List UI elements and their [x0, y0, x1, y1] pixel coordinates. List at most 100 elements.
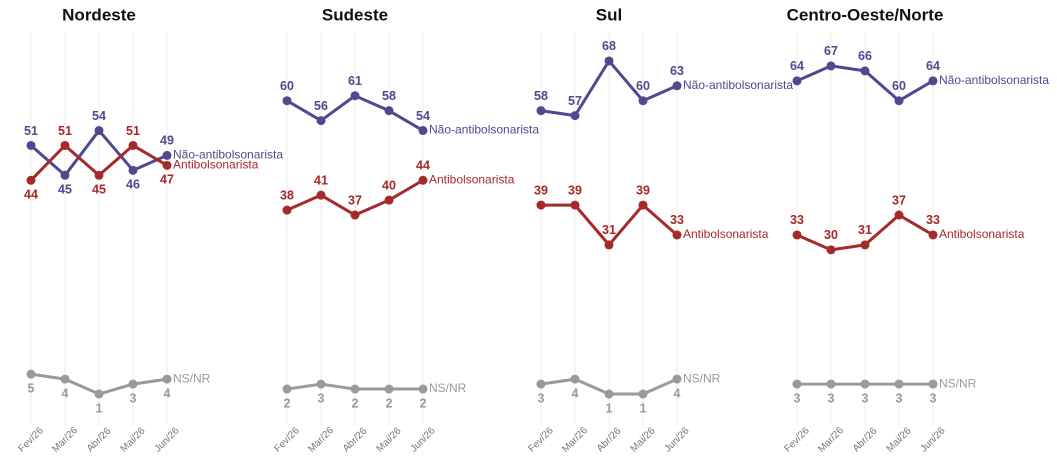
point [60, 140, 70, 150]
point [570, 374, 580, 384]
point [894, 210, 904, 220]
point [672, 81, 682, 91]
x-tick-label: Mai/26 [119, 425, 148, 454]
x-tick-label: Jun/26 [153, 425, 182, 454]
point [282, 96, 292, 106]
point [94, 126, 104, 136]
value-label: 1 [96, 401, 103, 415]
x-tick-label: Jun/26 [663, 425, 692, 454]
value-label: 63 [670, 64, 684, 78]
value-label: 51 [24, 124, 38, 138]
point [60, 170, 70, 180]
x-tick-label: Mar/26 [560, 425, 590, 455]
panel-title: Sudeste [322, 5, 388, 24]
series-label: Não-antibolsonarista [683, 78, 793, 92]
point [26, 175, 36, 185]
point [672, 374, 682, 384]
x-tick-label: Mar/26 [50, 425, 80, 455]
value-label: 39 [568, 183, 582, 197]
value-label: 2 [386, 396, 393, 410]
point [384, 384, 394, 394]
point [384, 195, 394, 205]
x-tick-label: Jun/26 [919, 425, 948, 454]
value-label: 67 [824, 44, 838, 58]
point [860, 379, 870, 389]
point [316, 190, 326, 200]
series-label: NS/NR [939, 376, 977, 390]
value-label: 2 [420, 396, 427, 410]
panel-title: Nordeste [62, 5, 136, 24]
value-label: 60 [280, 79, 294, 93]
point [94, 389, 104, 399]
value-label: 3 [538, 391, 545, 405]
value-label: 3 [930, 391, 937, 405]
series-label: Não-antibolsonarista [939, 73, 1049, 87]
x-tick-label: Mai/26 [375, 425, 404, 454]
x-tick-label: Fev/26 [16, 425, 46, 455]
x-tick-label: Abr/26 [85, 425, 114, 454]
point [536, 200, 546, 210]
x-tick-label: Mar/26 [816, 425, 846, 455]
value-label: 31 [602, 223, 616, 237]
value-label: 1 [606, 401, 613, 415]
point [26, 369, 36, 379]
point [860, 240, 870, 250]
x-tick-label: Mai/26 [629, 425, 658, 454]
value-label: 54 [92, 109, 106, 123]
value-label: 51 [126, 124, 140, 138]
point [316, 116, 326, 126]
value-label: 58 [534, 89, 548, 103]
value-label: 49 [160, 134, 174, 148]
value-label: 44 [416, 159, 430, 173]
value-label: 37 [348, 193, 362, 207]
point [418, 126, 428, 136]
x-tick-label: Mai/26 [885, 425, 914, 454]
point [860, 66, 870, 76]
point [826, 61, 836, 71]
point [350, 91, 360, 101]
point [162, 160, 172, 170]
value-label: 68 [602, 39, 616, 53]
point [638, 200, 648, 210]
series-label: Antibolsonarista [683, 227, 769, 241]
value-label: 45 [58, 183, 72, 197]
x-tick-label: Abr/26 [851, 425, 880, 454]
series-label: NS/NR [683, 371, 721, 385]
point [826, 379, 836, 389]
value-label: 57 [568, 94, 582, 108]
point [384, 106, 394, 116]
x-tick-label: Abr/26 [341, 425, 370, 454]
value-label: 44 [24, 188, 38, 202]
series-label: NS/NR [173, 371, 211, 385]
series-label: Não-antibolsonarista [173, 148, 283, 162]
point [894, 96, 904, 106]
series-label: Antibolsonarista [939, 227, 1025, 241]
point [672, 230, 682, 240]
point [536, 106, 546, 116]
point [282, 384, 292, 394]
point [316, 379, 326, 389]
value-label: 37 [892, 193, 906, 207]
point [418, 384, 428, 394]
point [894, 379, 904, 389]
series-label: Antibolsonarista [173, 158, 259, 172]
value-label: 3 [828, 391, 835, 405]
point [570, 200, 580, 210]
point [604, 56, 614, 66]
point [26, 140, 36, 150]
point [162, 374, 172, 384]
point [792, 379, 802, 389]
value-label: 3 [896, 391, 903, 405]
series-label: Antibolsonarista [429, 172, 515, 186]
value-label: 33 [790, 213, 804, 227]
point [418, 175, 428, 185]
value-label: 40 [382, 178, 396, 192]
x-tick-label: Mar/26 [306, 425, 336, 455]
value-label: 64 [790, 59, 804, 73]
point [792, 230, 802, 240]
panel-title: Centro-Oeste/Norte [787, 5, 944, 24]
point [604, 389, 614, 399]
series-label: NS/NR [429, 381, 467, 395]
series-label: Não-antibolsonarista [429, 123, 539, 137]
value-label: 58 [382, 89, 396, 103]
